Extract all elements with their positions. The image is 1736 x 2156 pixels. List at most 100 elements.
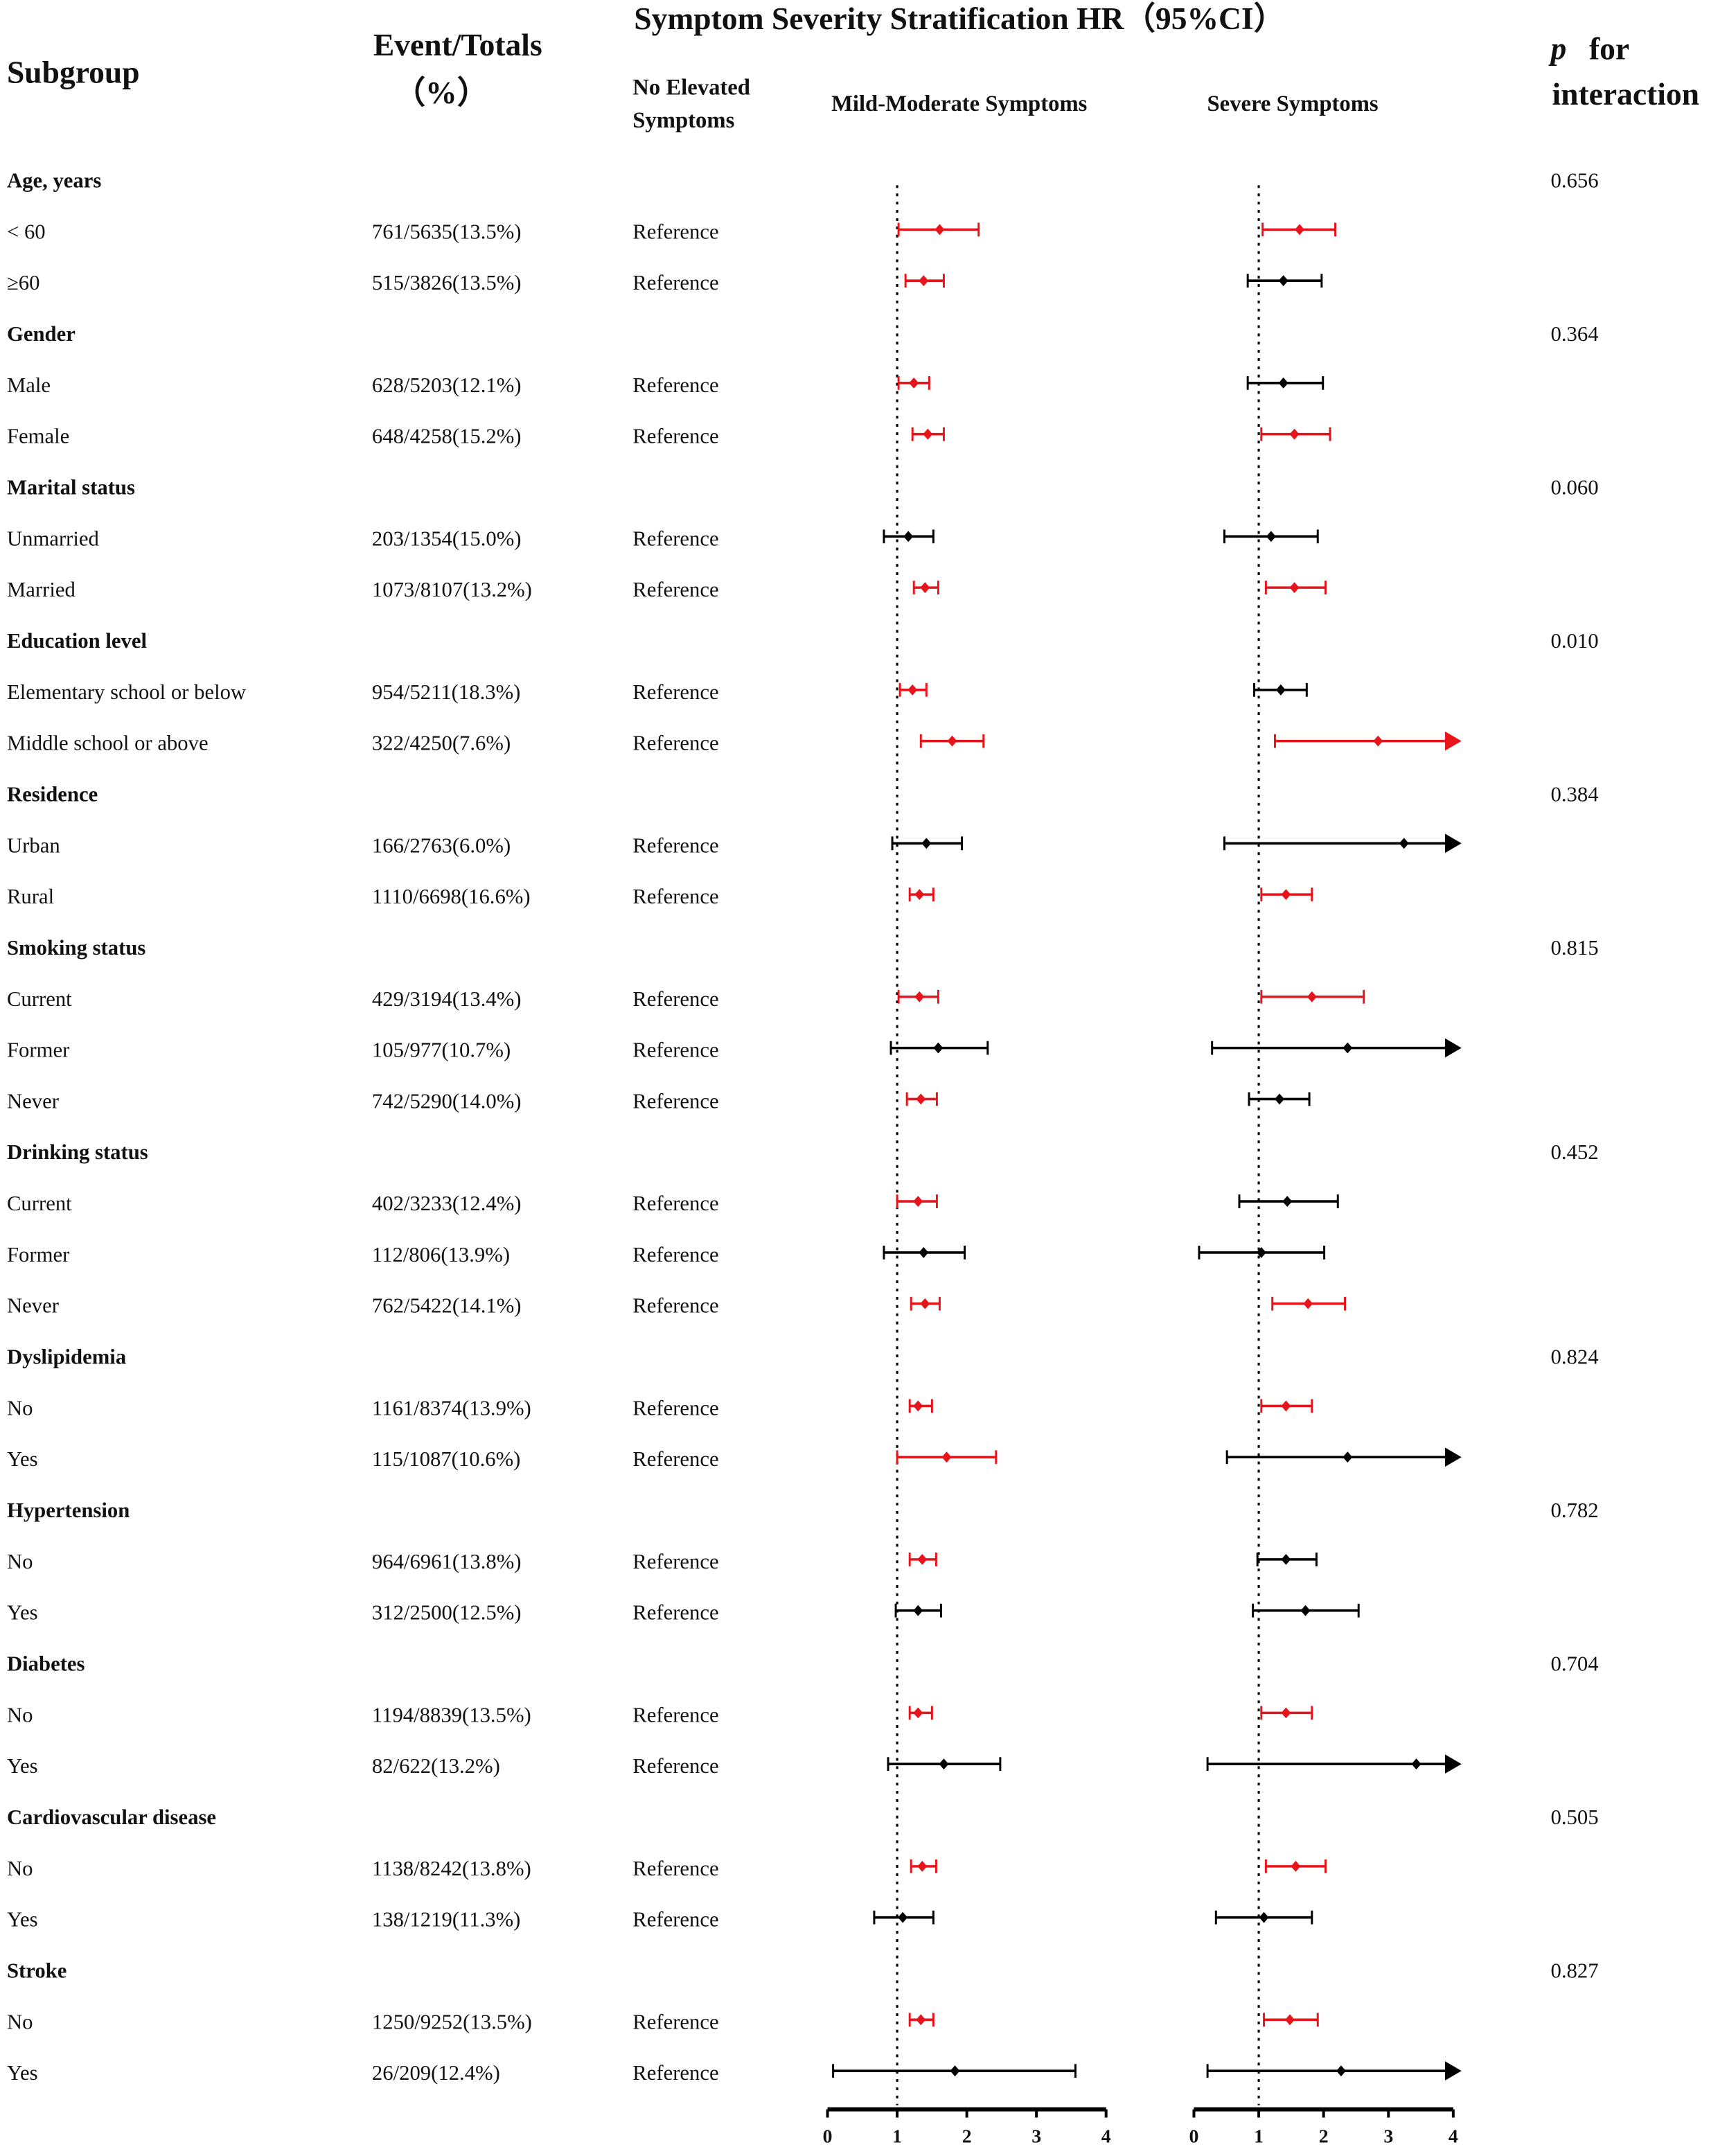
mild-header: Mild-Moderate Symptoms bbox=[831, 91, 1087, 116]
events-header: （%） bbox=[394, 75, 489, 110]
reference: Reference bbox=[632, 373, 718, 397]
hr-point bbox=[1303, 1298, 1313, 1309]
subgroup-label: Diabetes bbox=[7, 1652, 85, 1676]
reference: Reference bbox=[632, 1396, 718, 1420]
hr-point bbox=[916, 2014, 926, 2026]
events: 1073/8107(13.2%) bbox=[372, 578, 532, 601]
events: 115/1087(10.6%) bbox=[372, 1447, 521, 1471]
reference: Reference bbox=[632, 1601, 718, 1625]
x-tick-label: 2 bbox=[962, 2126, 972, 2147]
events: 648/4258(15.2%) bbox=[372, 425, 522, 448]
events: 26/209(12.4%) bbox=[372, 2061, 500, 2085]
hr-point bbox=[917, 1860, 928, 1872]
subgroup-header: Subgroup bbox=[7, 54, 140, 89]
reference: Reference bbox=[632, 1754, 718, 1778]
subgroup-label: Education level bbox=[7, 629, 147, 653]
reference: Reference bbox=[632, 732, 718, 755]
hr-point bbox=[1281, 1400, 1291, 1412]
x-tick-label: 0 bbox=[1189, 2126, 1199, 2147]
p-header: interaction bbox=[1552, 76, 1699, 112]
subgroup-label: Gender bbox=[7, 322, 76, 346]
subgroup-label: Yes bbox=[7, 2061, 38, 2085]
events: 761/5635(13.5%) bbox=[372, 220, 522, 243]
subgroup-label: Yes bbox=[7, 1908, 38, 1932]
reference: Reference bbox=[632, 987, 718, 1011]
no-elevated-header: Symptoms bbox=[632, 108, 734, 133]
hr-point bbox=[923, 428, 933, 440]
reference: Reference bbox=[632, 1089, 718, 1113]
subgroup-label: Yes bbox=[7, 1601, 38, 1625]
p-value: 0.827 bbox=[1550, 1959, 1598, 1982]
x-tick-label: 1 bbox=[1254, 2126, 1264, 2147]
subgroup-label: Current bbox=[7, 1192, 72, 1215]
p-value: 0.384 bbox=[1550, 782, 1598, 806]
subgroup-label: Smoking status bbox=[7, 936, 145, 960]
events: 964/6961(13.8%) bbox=[372, 1550, 522, 1573]
subgroup-label: < 60 bbox=[7, 220, 46, 243]
reference: Reference bbox=[632, 1857, 718, 1880]
subgroup-label: Dyslipidemia bbox=[7, 1345, 126, 1369]
reference: Reference bbox=[632, 1550, 718, 1573]
ci-arrow bbox=[1444, 1754, 1462, 1774]
subgroup-label: Stroke bbox=[7, 1959, 67, 1982]
no-elevated-header: No Elevated bbox=[632, 75, 750, 100]
x-tick-label: 4 bbox=[1101, 2126, 1111, 2147]
events: 322/4250(7.6%) bbox=[372, 732, 511, 755]
reference: Reference bbox=[632, 1447, 718, 1471]
hr-point bbox=[1259, 1911, 1269, 1923]
subgroup-label: No bbox=[7, 1396, 33, 1420]
subgroup-label: Residence bbox=[7, 782, 98, 806]
reference: Reference bbox=[632, 680, 718, 704]
ci-arrow bbox=[1444, 1038, 1462, 1058]
events: 762/5422(14.1%) bbox=[372, 1294, 522, 1318]
p-value: 0.060 bbox=[1550, 475, 1598, 499]
subgroup-label: Elementary school or below bbox=[7, 680, 247, 704]
x-tick-label: 1 bbox=[892, 2126, 902, 2147]
subgroup-label: Female bbox=[7, 425, 69, 448]
reference: Reference bbox=[632, 1294, 718, 1318]
reference: Reference bbox=[632, 1703, 718, 1726]
events: 138/1219(11.3%) bbox=[372, 1908, 521, 1932]
ci bbox=[1225, 1450, 1453, 1465]
subgroup-label: Former bbox=[7, 1039, 69, 1062]
events-header: Event/Totals bbox=[373, 27, 542, 62]
subgroup-label: Marital status bbox=[7, 475, 135, 499]
hr-point bbox=[921, 838, 932, 849]
subgroup-label: No bbox=[7, 1550, 33, 1573]
events: 1110/6698(16.6%) bbox=[372, 885, 531, 908]
subgroup-label: Never bbox=[7, 1294, 59, 1318]
p-value: 0.815 bbox=[1550, 936, 1598, 960]
p-value: 0.824 bbox=[1550, 1345, 1598, 1369]
hr-point bbox=[933, 1042, 944, 1054]
severe-header: Severe Symptoms bbox=[1207, 91, 1379, 116]
p-value: 0.452 bbox=[1550, 1140, 1598, 1164]
x-tick-label: 3 bbox=[1031, 2126, 1041, 2147]
subgroup-label: No bbox=[7, 1703, 33, 1726]
x-tick-label: 4 bbox=[1449, 2126, 1458, 2147]
subgroup-label: Cardiovascular disease bbox=[7, 1805, 216, 1829]
ci bbox=[1223, 836, 1453, 851]
events: 112/806(13.9%) bbox=[372, 1243, 510, 1266]
x-tick-label: 0 bbox=[823, 2126, 833, 2147]
events: 402/3233(12.4%) bbox=[372, 1192, 522, 1215]
hr-point bbox=[913, 1605, 923, 1616]
ci-arrow bbox=[1444, 1447, 1462, 1467]
subgroup-label: No bbox=[7, 2010, 33, 2033]
hr-point bbox=[1281, 889, 1291, 901]
reference: Reference bbox=[632, 220, 718, 243]
reference: Reference bbox=[632, 2061, 718, 2085]
events: 1250/9252(13.5%) bbox=[372, 2010, 532, 2033]
subgroup-label: Never bbox=[7, 1089, 59, 1113]
chart-title: Symptom Severity Stratification HR（95%CI… bbox=[634, 1, 1285, 36]
hr-point bbox=[913, 1707, 923, 1719]
ci-arrow bbox=[1444, 2061, 1462, 2081]
events: 429/3194(13.4%) bbox=[372, 987, 522, 1011]
hr-point bbox=[1281, 1707, 1291, 1719]
subgroup-label: Current bbox=[7, 987, 72, 1011]
hr-point bbox=[1373, 735, 1383, 747]
events: 82/622(13.2%) bbox=[372, 1754, 500, 1778]
hr-point bbox=[913, 1196, 923, 1208]
hr-point bbox=[913, 1400, 923, 1412]
p-value: 0.364 bbox=[1550, 322, 1598, 346]
events: 312/2500(12.5%) bbox=[372, 1601, 522, 1625]
